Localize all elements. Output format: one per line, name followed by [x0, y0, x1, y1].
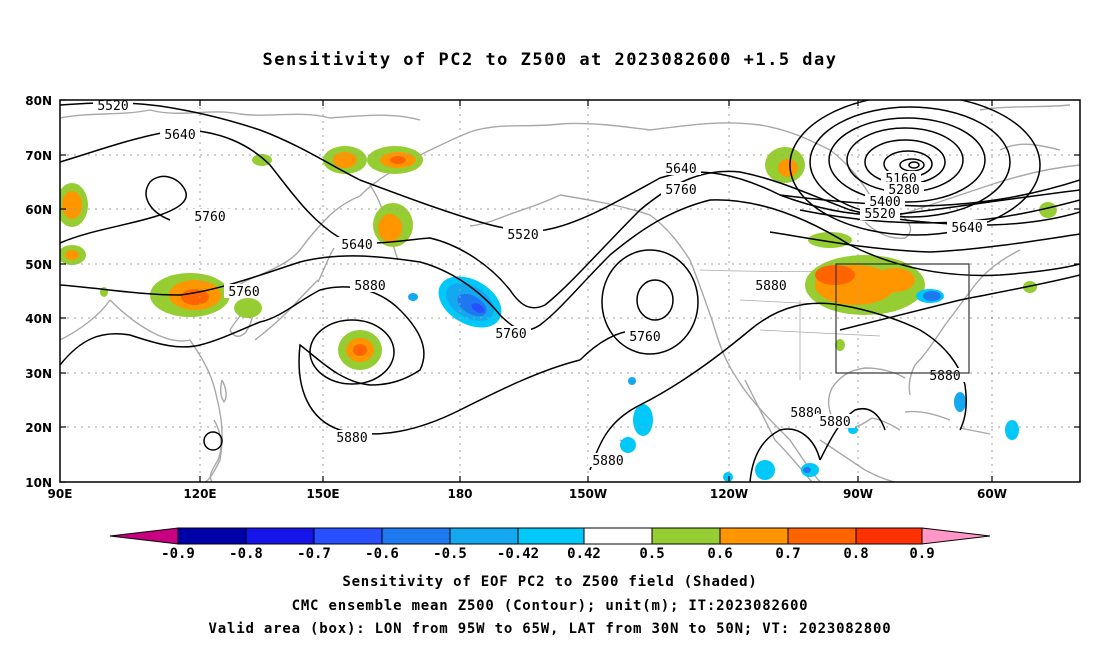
lat-label: 80N: [25, 94, 52, 108]
contour-label: 5880: [755, 279, 786, 294]
lon-label: 180: [447, 487, 472, 501]
sensitivity-shading: [60, 146, 1057, 482]
contour-label: 5880: [336, 431, 367, 446]
contour-label: 5520: [864, 207, 895, 222]
lat-label: 10N: [25, 476, 52, 490]
contour-label: 5640: [665, 162, 696, 177]
lat-label: 50N: [25, 258, 52, 272]
footer-line-3: Valid area (box): LON from 95W to 65W, L…: [208, 621, 892, 637]
colorbar-label: -0.7: [297, 546, 331, 562]
colorbar-label: -0.9: [161, 546, 195, 562]
axis-ticks: [60, 99, 1080, 483]
map-frame: [59, 99, 1081, 483]
footer-line-2: CMC ensemble mean Z500 (Contour); unit(m…: [291, 598, 809, 614]
colorbar-cell: [855, 527, 923, 545]
contour-label: 5520: [507, 228, 538, 243]
colorbar-cell: [245, 527, 315, 545]
colorbar-cell: [381, 527, 451, 545]
colorbar-cell: [449, 527, 519, 545]
contour-label: 5640: [951, 221, 982, 236]
lat-label: 30N: [25, 367, 52, 381]
colorbar-label: -0.6: [365, 546, 399, 562]
colorbar-cell: [177, 527, 247, 545]
footer-line-1: Sensitivity of EOF PC2 to Z500 field (Sh…: [342, 574, 758, 590]
lat-labels: 10N 20N 30N 40N 50N 60N 70N 80N: [25, 94, 52, 490]
colorbar-label: -0.5: [433, 546, 467, 562]
contour-label: 5880: [929, 369, 960, 384]
contour-label: 5880: [354, 279, 385, 294]
contour-label: 5760: [228, 285, 259, 300]
colorbar-label: 0.42: [567, 546, 601, 562]
lon-label: 120E: [183, 487, 216, 501]
contour-labels: 5520 5640 5760 5640 5760 5880 5520 5640 …: [93, 98, 987, 469]
colorbar-cell: [517, 527, 585, 545]
lon-labels: 90E 120E 150E 180 150W 120W 90W 60W: [48, 487, 1007, 501]
colorbar-label: 0.7: [775, 546, 800, 562]
colorbar-cell: [583, 527, 653, 545]
colorbar-label: -0.42: [497, 546, 539, 562]
contour-label: 5880: [819, 415, 850, 430]
contour-label: 5760: [665, 183, 696, 198]
z500-contours: [60, 100, 1080, 482]
lon-label: 150E: [306, 487, 339, 501]
contour-label: 5760: [495, 327, 526, 342]
lat-label: 40N: [25, 312, 52, 326]
colorbar-cell: [787, 527, 857, 545]
colorbar-cell: [719, 527, 789, 545]
colorbar-label: 0.5: [639, 546, 664, 562]
lat-label: 70N: [25, 149, 52, 163]
lon-label: 60W: [977, 487, 1007, 501]
lon-label: 120W: [710, 487, 748, 501]
colorbar-cell: [313, 527, 383, 545]
contour-label: 5760: [629, 330, 660, 345]
valid-area-box: [835, 263, 970, 374]
plot-title: Sensitivity of PC2 to Z500 at 2023082600…: [262, 50, 838, 70]
contour-label: 5880: [592, 454, 623, 469]
colorbar-label: 0.9: [909, 546, 934, 562]
colorbar-label: -0.8: [229, 546, 263, 562]
colorbar: -0.9 -0.8 -0.7 -0.6 -0.5 -0.42 0.42 0.5 …: [109, 527, 991, 562]
colorbar-arrow-right: [921, 527, 991, 545]
lon-label: 90E: [48, 487, 73, 501]
colorbar-label: 0.8: [843, 546, 868, 562]
contour-label: 5640: [341, 238, 372, 253]
lat-label: 60N: [25, 203, 52, 217]
contour-label: 5880: [790, 406, 821, 421]
contour-label: 5640: [164, 128, 195, 143]
lat-label: 20N: [25, 421, 52, 435]
lon-label: 90W: [843, 487, 873, 501]
colorbar-arrow-left: [109, 527, 179, 545]
colorbar-label: 0.6: [707, 546, 732, 562]
contour-label: 5520: [97, 99, 128, 114]
colorbar-cell: [651, 527, 721, 545]
lon-label: 150W: [569, 487, 607, 501]
contour-label: 5760: [194, 210, 225, 225]
